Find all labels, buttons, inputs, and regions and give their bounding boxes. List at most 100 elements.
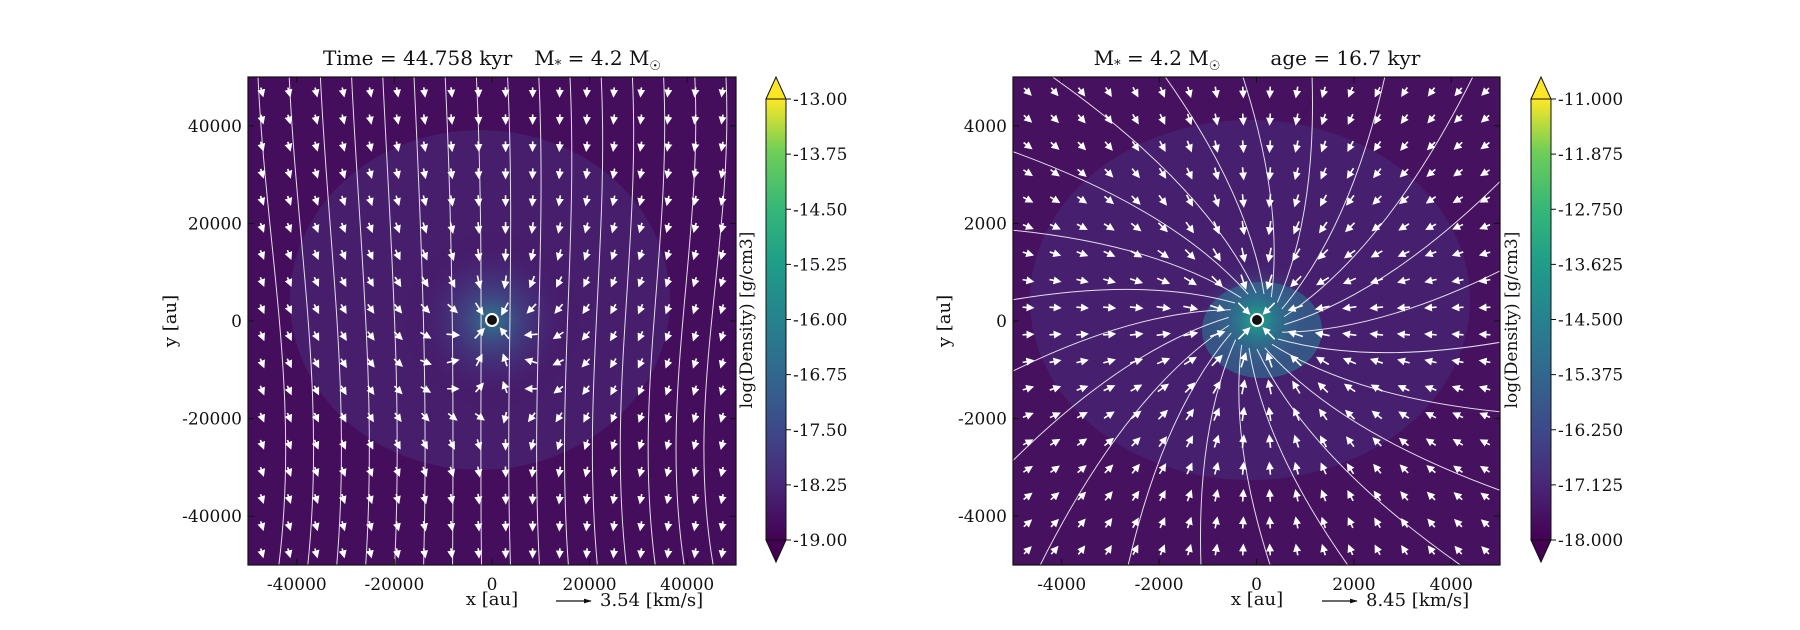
velocity-arrow (1262, 327, 1276, 340)
velocity-arrow (523, 330, 538, 339)
velocity-arrow (664, 114, 673, 125)
velocity-arrow (311, 358, 320, 369)
velocity-arrow (581, 358, 591, 368)
colorbar-tick-label: -16.00 (793, 311, 847, 331)
velocity-arrow (1239, 220, 1248, 236)
velocity-arrow (393, 331, 403, 341)
streamline (1199, 339, 1237, 565)
streamline (591, 77, 604, 565)
velocity-arrow (311, 222, 320, 233)
velocity-arrow (284, 195, 293, 206)
panel-right-title: M* = 4.2 M☉ age = 16.7 kyr (1094, 46, 1421, 74)
velocity-arrow (1347, 490, 1355, 502)
colorbar-tick-label: -14.500 (1558, 311, 1623, 331)
velocity-arrow (1185, 408, 1195, 421)
velocity-arrow (1022, 357, 1035, 366)
colorbar-tick-label: -13.00 (793, 90, 847, 110)
velocity-arrow (1022, 439, 1034, 447)
velocity-arrow (610, 168, 619, 180)
colorbar-tick-label: -13.75 (793, 145, 847, 165)
velocity-arrow (1454, 87, 1463, 97)
velocity-arrow (1451, 330, 1464, 339)
velocity-arrow (610, 548, 619, 559)
velocity-arrow (1103, 437, 1115, 447)
streamline (507, 77, 512, 565)
velocity-arrow (1212, 194, 1220, 208)
velocity-arrow (339, 276, 347, 288)
velocity-arrow (1265, 379, 1274, 395)
velocity-arrow (664, 412, 673, 423)
velocity-arrow (1347, 517, 1355, 529)
velocity-arrow (257, 222, 266, 233)
velocity-arrow (338, 141, 347, 152)
velocity-arrow (1103, 303, 1117, 312)
velocity-arrow (582, 114, 591, 125)
velocity-arrow (637, 385, 645, 396)
streamline (1282, 270, 1500, 333)
velocity-arrow (257, 331, 265, 342)
velocity-arrow (257, 385, 265, 396)
velocity-arrow (1077, 464, 1087, 474)
velocity-arrow (365, 141, 374, 152)
velocity-arrow (447, 493, 456, 505)
velocity-arrow (284, 521, 293, 532)
velocity-arrow (528, 222, 537, 234)
sink-particle-left (485, 313, 499, 327)
velocity-arrow (446, 330, 461, 339)
velocity-arrow (1293, 194, 1301, 208)
velocity-arrow (1374, 86, 1382, 98)
x-tick-label: 0 (1251, 575, 1262, 595)
velocity-arrow (691, 385, 700, 396)
velocity-arrow (1022, 222, 1034, 230)
velocity-arrow (1076, 303, 1089, 312)
velocity-arrow (366, 412, 374, 423)
velocity-arrow (311, 249, 320, 261)
velocity-arrow (1342, 303, 1357, 312)
velocity-arrow (1320, 86, 1329, 99)
velocity-arrow (1023, 141, 1033, 150)
velocity-arrow (1424, 357, 1437, 366)
velocity-arrow (1265, 194, 1274, 208)
velocity-arrow (664, 439, 673, 451)
velocity-arrow (447, 548, 456, 559)
velocity-arrow (1318, 408, 1328, 421)
velocity-arrow (474, 141, 483, 153)
velocity-arrow (1239, 461, 1248, 475)
velocity-arrow (1131, 86, 1139, 98)
velocity-arrow (284, 141, 293, 152)
velocity-arrow (284, 412, 293, 423)
colorbar-ticks-right: -11.000 -11.875 -12.750 -13.625 -14.500 -15.3… (1551, 90, 1623, 551)
velocity-arrow (1480, 141, 1490, 150)
velocity-arrow (1401, 86, 1409, 98)
velocity-arrow (311, 141, 320, 152)
velocity-arrow (1184, 382, 1196, 394)
velocity-arrow (555, 249, 564, 261)
velocity-arrow (1022, 195, 1034, 203)
velocity-arrow (1077, 545, 1086, 555)
velocity-arrow (610, 439, 618, 451)
velocity-arrow (393, 385, 403, 395)
velocity-arrow (691, 114, 700, 125)
velocity-arrow (637, 249, 646, 261)
velocity-arrow (1211, 86, 1220, 99)
velocity-arrow (1131, 113, 1139, 125)
velocity-arrow (393, 412, 402, 423)
velocity-arrow (1454, 545, 1463, 555)
y-tick-label: 40000 (188, 117, 242, 137)
velocity-arrow (393, 466, 401, 478)
velocity-arrow (311, 114, 320, 125)
streamline (1127, 332, 1232, 565)
velocity-arrow (474, 548, 483, 559)
velocity-arrow (1076, 222, 1088, 230)
velocity-arrow (1427, 518, 1436, 528)
velocity-arrow (1397, 249, 1410, 258)
velocity-arrow (393, 87, 401, 98)
velocity-arrow (1479, 168, 1491, 177)
velocity-arrow (1318, 221, 1328, 234)
velocity-arrow (1292, 407, 1301, 421)
velocity-arrow (1478, 249, 1491, 258)
velocity-arrow (393, 222, 401, 234)
velocity-arrow (718, 331, 727, 342)
velocity-arrow (1397, 276, 1410, 285)
velocity-arrow (420, 114, 429, 125)
